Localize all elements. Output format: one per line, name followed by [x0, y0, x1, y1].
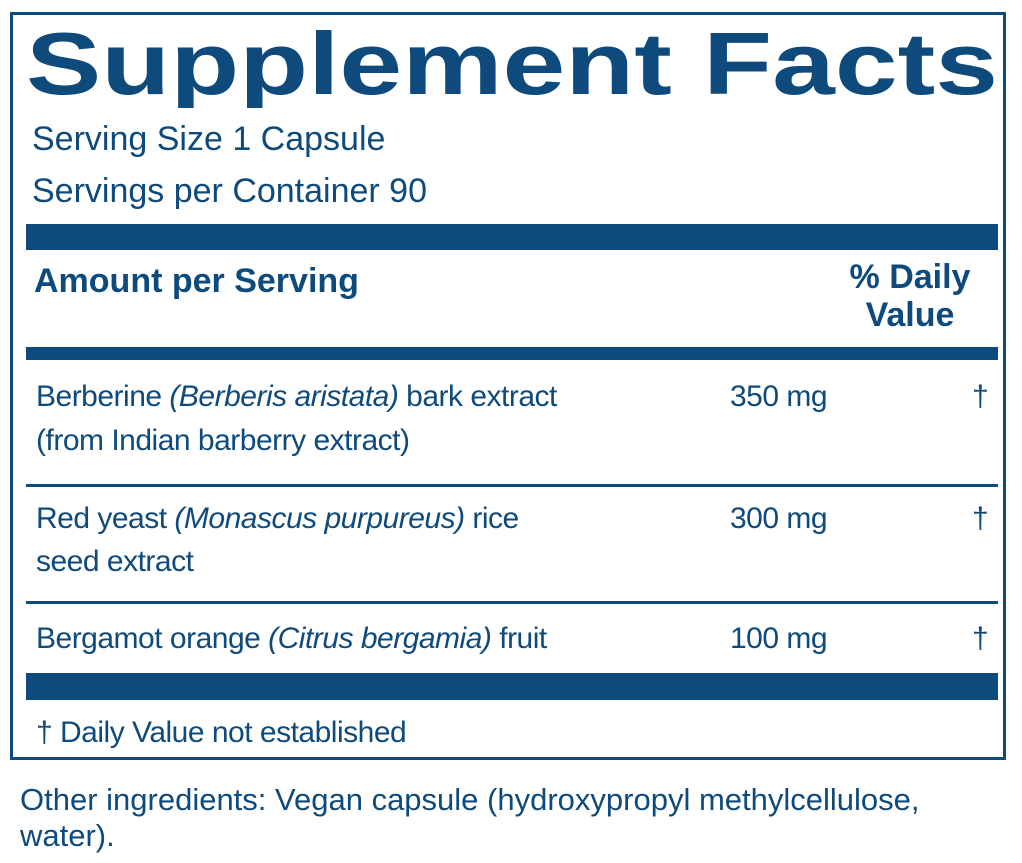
thick-rule	[26, 224, 998, 250]
thick-rule	[26, 673, 998, 700]
thin-rule	[26, 484, 998, 487]
serving-size: Serving Size 1 Capsule	[32, 120, 386, 158]
ingredient-rest: bark extract	[406, 380, 557, 413]
amount: 300 mg	[730, 502, 828, 535]
daily-value: †	[972, 502, 989, 535]
ingredient: Berberine	[36, 380, 162, 413]
ingredient: Red yeast	[36, 502, 167, 535]
latin-name: (Monascus purpureus)	[174, 502, 465, 535]
title: Supplement Facts	[26, 18, 998, 108]
title-svg: Supplement Facts	[26, 18, 998, 108]
row-name: Red yeast (Monascus purpureus) rice	[36, 502, 519, 536]
amount: 100 mg	[730, 622, 828, 655]
thin-rule	[26, 601, 998, 604]
label-border	[10, 12, 1006, 760]
latin-name: (Citrus bergamia)	[268, 622, 492, 655]
ingredient-line2: (from Indian barberry extract)	[36, 424, 410, 457]
daily-value: †	[972, 622, 989, 655]
ingredient: Bergamot orange	[36, 622, 261, 655]
amount-header: Amount per Serving	[34, 262, 359, 300]
row-name: Bergamot orange (Citrus bergamia) fruit	[36, 622, 547, 656]
ingredient-line2: seed extract	[36, 545, 194, 578]
amount: 350 mg	[730, 380, 828, 413]
latin-name: (Berberis aristata)	[169, 380, 399, 413]
daily-value: †	[972, 380, 989, 413]
daily-value-header: % Daily Value	[849, 258, 971, 334]
other-ingredients: Other ingredients: Vegan capsule (hydrox…	[20, 782, 920, 853]
ingredient-rest: fruit	[499, 622, 547, 655]
row-name: Berberine (Berberis aristata) bark extra…	[36, 380, 557, 414]
ingredient-rest: rice	[472, 502, 519, 535]
medium-rule	[26, 347, 998, 360]
footnote: † Daily Value not established	[36, 716, 407, 749]
servings-per-container: Servings per Container 90	[32, 172, 428, 210]
